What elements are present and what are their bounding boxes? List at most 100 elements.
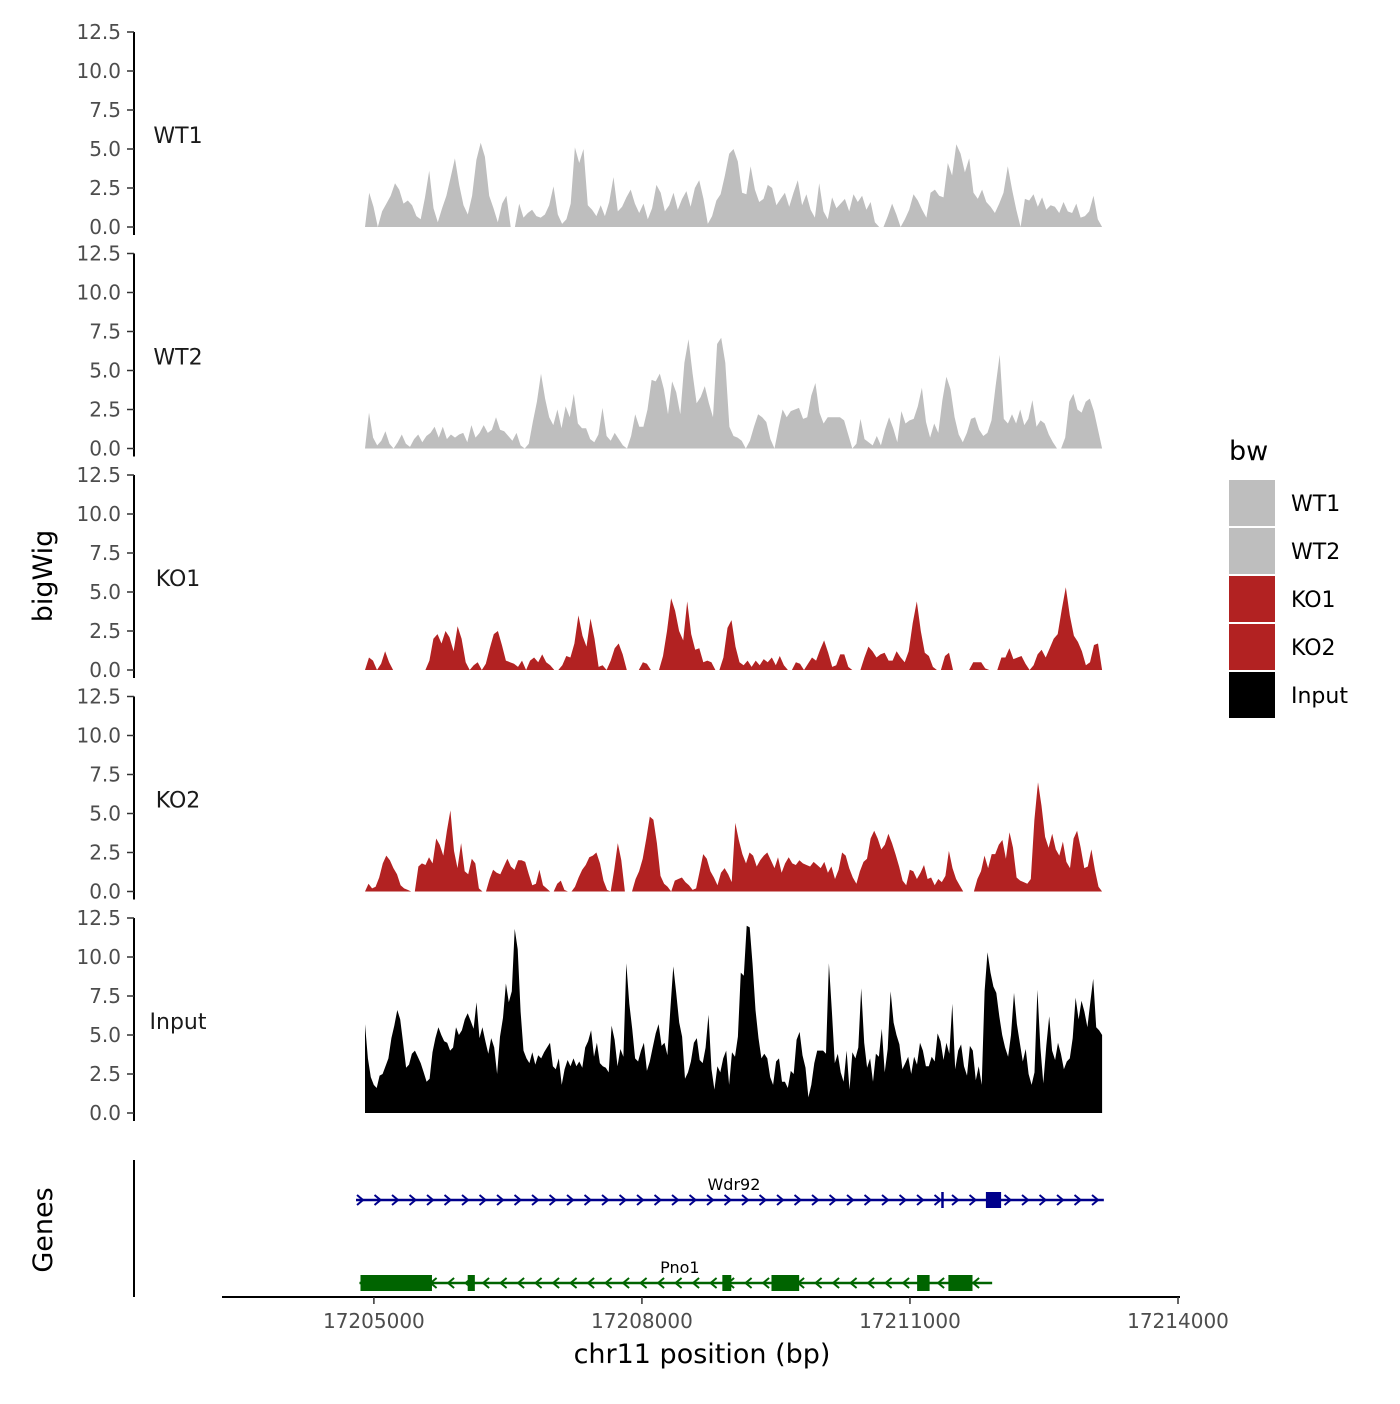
y-tick-label: 5.0 (89, 137, 121, 161)
strand-arrow (814, 1277, 823, 1289)
x-axis: 17205000 17208000 17211000 17214000 (222, 1296, 1229, 1333)
strand-arrow (776, 1194, 785, 1206)
legend-key-wt2 (1229, 528, 1275, 574)
y-tick-label: 10.0 (76, 945, 121, 969)
exon (771, 1275, 800, 1291)
strand-arrow (586, 1277, 595, 1289)
strand-arrow (499, 1277, 508, 1289)
x-tick-label: 17214000 (1127, 1309, 1229, 1333)
strand-arrow (744, 1277, 753, 1289)
gene-wdr92: Wdr92 (356, 1175, 1104, 1208)
y-tick-label: 12.5 (76, 242, 121, 266)
strand-arrow (793, 1194, 803, 1206)
strand-arrow (1073, 1194, 1083, 1206)
coverage-area-wt2 (365, 337, 1103, 449)
strand-arrow (426, 1194, 435, 1206)
legend-title: bw (1229, 436, 1268, 467)
strand-arrow (709, 1277, 718, 1289)
y-tick-label: 5.0 (89, 580, 121, 604)
track-label-input: Input (150, 1010, 207, 1035)
strand-arrow (531, 1194, 540, 1206)
y-tick-label: 12.5 (76, 463, 121, 487)
legend-key-ko1 (1229, 576, 1275, 622)
strand-arrow (674, 1277, 683, 1289)
strand-arrow (478, 1194, 488, 1206)
strand-arrow (933, 1194, 943, 1206)
strand-arrow (846, 1194, 855, 1206)
strand-arrow (656, 1277, 665, 1289)
genes-axis-title: Genes (28, 1187, 59, 1272)
y-tick-label: 5.0 (89, 1023, 121, 1047)
strand-arrow (1003, 1194, 1013, 1206)
y-tick-label: 12.5 (76, 20, 121, 44)
strand-arrow (1021, 1194, 1030, 1206)
strand-arrow (741, 1194, 750, 1206)
strand-arrow (811, 1194, 820, 1206)
y-axis-title: bigWig (28, 530, 59, 623)
x-tick-label: 17208000 (591, 1309, 693, 1333)
strand-arrow (513, 1194, 523, 1206)
track-panel-ko1: 0.0 2.5 5.0 7.5 10.0 12.5 KO1 (76, 463, 1103, 682)
exon (722, 1275, 732, 1291)
y-tick-label: 7.5 (89, 541, 121, 565)
strand-arrow (866, 1277, 875, 1289)
strand-arrow (551, 1277, 560, 1289)
coverage-area-input (365, 925, 1103, 1113)
strand-arrow (373, 1194, 383, 1206)
strand-arrow (723, 1194, 733, 1206)
legend-label-ko1: KO1 (1291, 588, 1336, 613)
exon (941, 1192, 944, 1208)
gene-label: Pno1 (660, 1258, 699, 1277)
legend-label-wt1: WT1 (1291, 492, 1340, 517)
y-tick-label: 7.5 (89, 98, 121, 122)
y-tick-label: 0.0 (89, 1101, 121, 1125)
strand-arrow (636, 1194, 645, 1206)
strand-arrow (356, 1194, 365, 1206)
strand-arrow (566, 1194, 575, 1206)
strand-arrow (534, 1277, 543, 1289)
y-tick-label: 7.5 (89, 320, 121, 344)
track-panel-ko2: 0.0 2.5 5.0 7.5 10.0 12.5 KO2 (76, 685, 1103, 904)
strand-arrow (639, 1277, 648, 1289)
strand-arrow (968, 1194, 978, 1206)
strand-arrow (1056, 1194, 1065, 1206)
y-tick-label: 10.0 (76, 59, 121, 83)
exon (985, 1192, 1002, 1208)
strand-arrow (496, 1194, 505, 1206)
y-tick-label: 2.5 (89, 841, 121, 865)
tracks-group: 0.0 2.5 5.0 7.5 10.0 12.5 WT1 0.0 2.5 5.0 7.5 10.0 1… (76, 20, 1103, 1125)
legend: bw WT1 WT2 KO1 KO2 Input (1229, 436, 1348, 718)
strand-arrow (653, 1194, 663, 1206)
x-tick-label: 17211000 (859, 1309, 961, 1333)
strand-arrow (884, 1277, 893, 1289)
strand-arrow (601, 1194, 610, 1206)
track-panel-wt1: 0.0 2.5 5.0 7.5 10.0 12.5 WT1 (76, 20, 1103, 239)
y-tick-label: 12.5 (76, 685, 121, 709)
gene-label: Wdr92 (707, 1175, 760, 1194)
y-tick-label: 0.0 (89, 658, 121, 682)
y-tick-label: 2.5 (89, 619, 121, 643)
track-label-wt1: WT1 (153, 124, 202, 149)
strand-arrow (881, 1194, 890, 1206)
strand-arrow (671, 1194, 680, 1206)
coverage-area-wt1 (365, 142, 1103, 227)
strand-arrow (391, 1194, 400, 1206)
legend-key-ko2 (1229, 624, 1275, 670)
coverage-area-ko1 (365, 587, 1103, 670)
x-axis-title: chr11 position (bp) (574, 1339, 831, 1370)
y-tick-label: 0.0 (89, 215, 121, 239)
exon (467, 1275, 475, 1291)
strand-arrow (706, 1194, 715, 1206)
strand-arrow (516, 1277, 525, 1289)
coverage-area-ko2 (365, 782, 1103, 892)
strand-arrow (481, 1277, 490, 1289)
exon (948, 1275, 973, 1291)
strand-arrow (691, 1277, 700, 1289)
strand-arrow (604, 1277, 613, 1289)
strand-arrow (408, 1194, 418, 1206)
y-tick-label: 7.5 (89, 763, 121, 787)
strand-arrow (1038, 1194, 1048, 1206)
track-panel-input: 0.0 2.5 5.0 7.5 10.0 12.5 Input (76, 906, 1103, 1125)
exon (360, 1275, 432, 1291)
